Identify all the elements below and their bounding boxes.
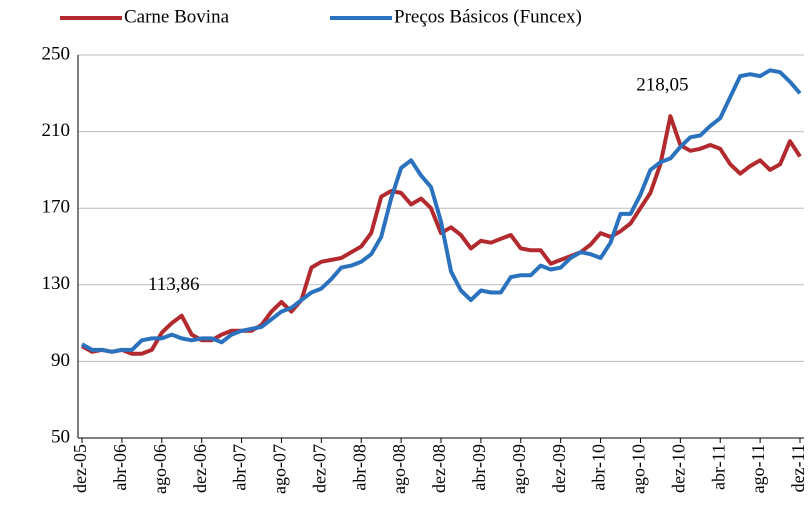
y-tick-label: 250 <box>42 43 71 64</box>
x-tick-label: ago-06 <box>150 444 170 494</box>
y-tick-label: 130 <box>42 273 71 294</box>
x-tick-label: dez-08 <box>429 444 449 493</box>
x-tick-label: abr-10 <box>589 444 609 491</box>
y-tick-label: 210 <box>42 120 71 141</box>
y-tick-label: 50 <box>51 426 70 447</box>
x-tick-label: abr-09 <box>469 444 489 491</box>
y-tick-label: 170 <box>42 197 71 218</box>
x-tick-label: dez-10 <box>668 444 688 493</box>
x-tick-label: abr-06 <box>110 444 130 491</box>
x-tick-label: dez-07 <box>309 444 329 493</box>
series-line <box>81 114 802 356</box>
x-tick-label: ago-09 <box>509 444 529 494</box>
x-tick-label: dez-11 <box>788 444 808 492</box>
value-label: 113,86 <box>148 274 200 295</box>
x-tick-label: dez-05 <box>70 444 90 493</box>
x-tick-label: ago-07 <box>270 444 290 494</box>
x-tick-label: dez-09 <box>549 444 569 493</box>
x-tick-label: abr-08 <box>349 444 369 491</box>
legend-label: Carne Bovina <box>124 6 230 27</box>
x-tick-label: ago-08 <box>389 444 409 494</box>
series-line <box>81 68 802 354</box>
x-tick-label: ago-10 <box>629 444 649 494</box>
y-tick-label: 90 <box>51 350 70 371</box>
x-tick-label: abr-07 <box>230 444 250 491</box>
x-tick-label: abr-11 <box>708 444 728 490</box>
x-tick-label: dez-06 <box>190 444 210 493</box>
x-tick-label: ago-11 <box>748 444 768 493</box>
legend-label: Preços Básicos (Funcex) <box>394 6 582 27</box>
value-label: 218,05 <box>636 75 688 96</box>
